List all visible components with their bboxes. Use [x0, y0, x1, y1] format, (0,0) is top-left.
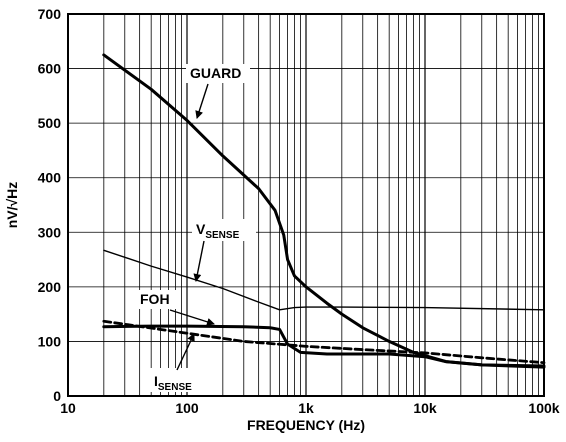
annotation-isense-bg: [150, 368, 208, 392]
annotation-isense-subscript: SENSE: [158, 382, 192, 393]
annotation-vsense-subscript: SENSE: [205, 230, 239, 241]
y-axis-label: nV/√Hz: [4, 182, 20, 229]
x-tick-label: 100k: [528, 400, 559, 416]
y-tick-label: 400: [38, 170, 62, 186]
y-tick-label: 600: [38, 61, 62, 77]
x-tick-label: 10k: [413, 400, 437, 416]
plot-frame: [67, 13, 545, 397]
annotation-vsense-label: VSENSE: [196, 221, 240, 241]
annotation-foh-bg: [136, 290, 180, 309]
y-tick-label: 0: [53, 388, 61, 404]
x-tick-label: 10: [60, 400, 76, 416]
grid: [68, 14, 544, 396]
annotation-foh-main: FOH: [140, 291, 170, 307]
y-tick-label: 300: [38, 224, 62, 240]
annotation-isense-arrow: [176, 333, 195, 371]
x-tick-label: 100: [175, 400, 199, 416]
annotation-isense-main: I: [154, 373, 158, 389]
annotation-guard-label: GUARD: [190, 65, 241, 81]
annotation-isense-label: ISENSE: [154, 373, 192, 393]
y-tick-label: 700: [38, 6, 62, 22]
annotation-vsense-bg: [192, 219, 256, 241]
x-axis-label: FREQUENCY (Hz): [247, 417, 365, 433]
annotation-foh-arrow: [169, 309, 215, 326]
annotation-vsense-arrow: [193, 240, 205, 282]
annotation-guard-arrow: [195, 83, 209, 119]
series-guard-line: [102, 53, 546, 369]
annotation-guard-main: GUARD: [190, 65, 241, 81]
series-layer: [102, 53, 546, 369]
series-vsense-line: [103, 249, 545, 311]
series-isense-line: [102, 319, 546, 365]
annotation-foh-label: FOH: [140, 291, 170, 307]
annotation-guard-bg: [186, 64, 250, 83]
annotation-vsense-main: V: [196, 221, 206, 237]
x-tick-label: 1k: [298, 400, 314, 416]
y-tick-label: 100: [38, 333, 62, 349]
tick-labels: 10 100 1k 10k 100k 0 100 200 300 400 500 600 700: [38, 6, 560, 416]
y-tick-label: 200: [38, 279, 62, 295]
y-tick-label: 500: [38, 115, 62, 131]
